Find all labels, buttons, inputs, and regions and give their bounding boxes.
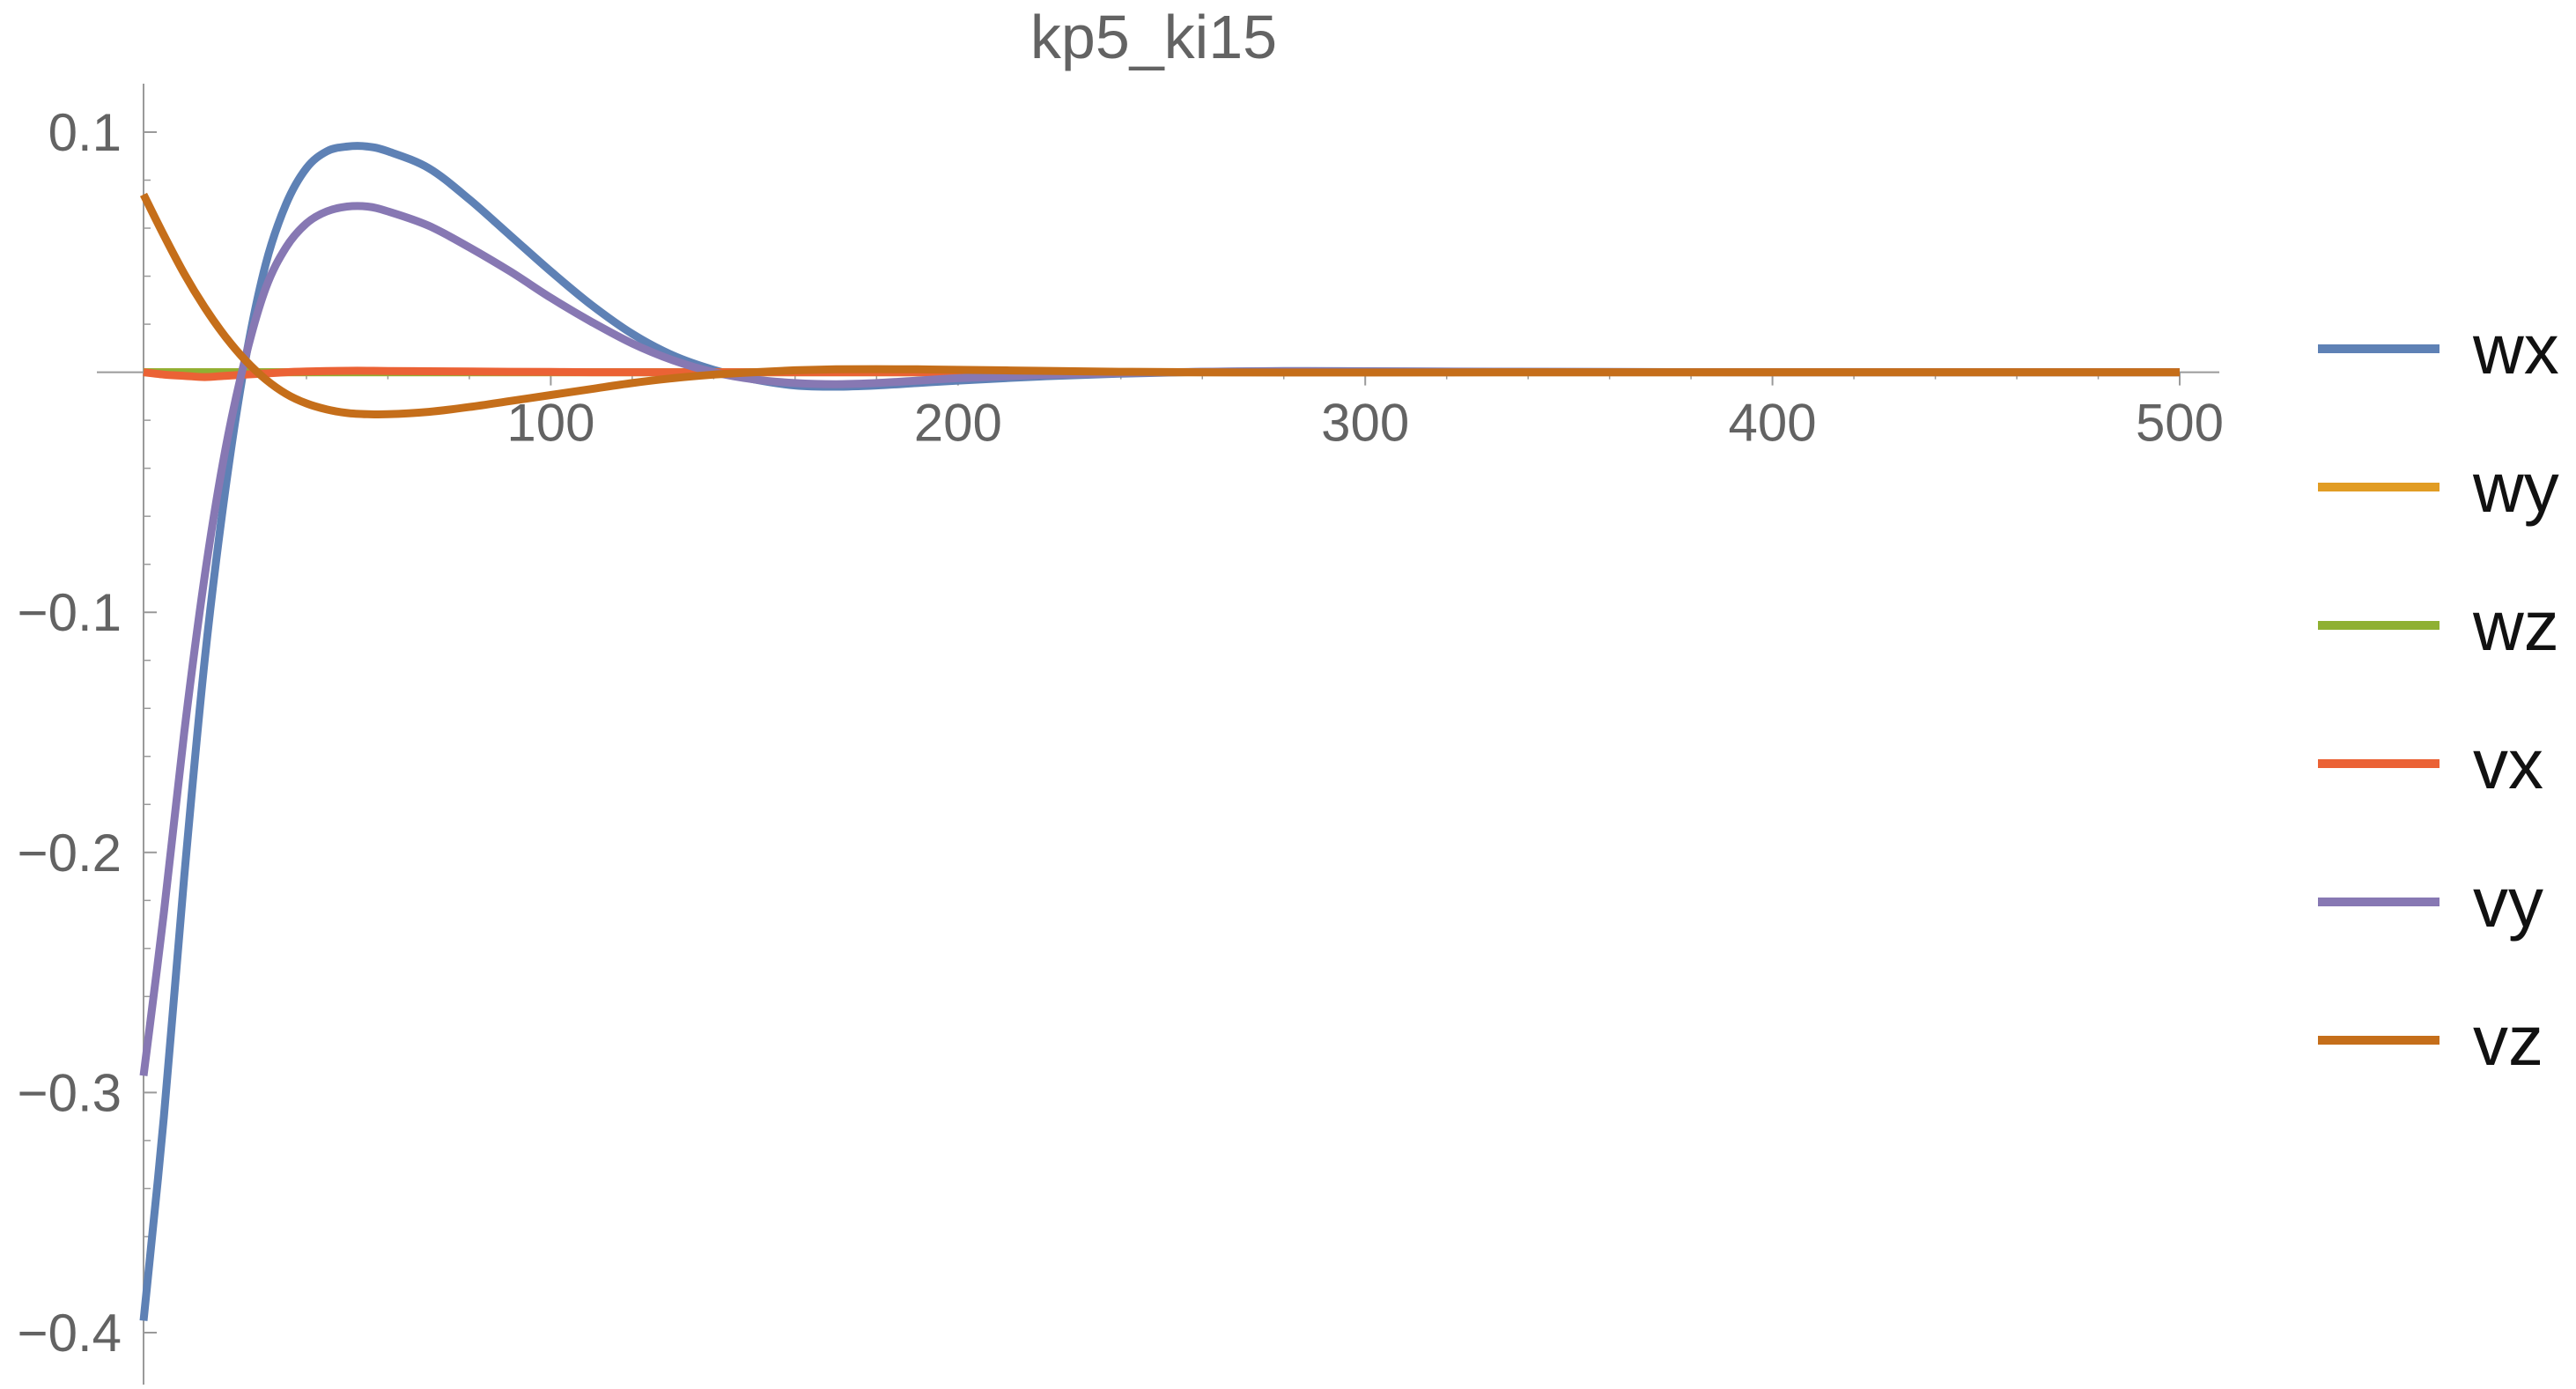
- legend-label-vz: vz: [2473, 1001, 2543, 1080]
- series-line-wx: [139, 142, 2180, 1321]
- x-tick-label: 200: [914, 394, 1002, 453]
- y-tick-label: 0.1: [48, 103, 122, 162]
- legend-label-wx: wx: [2472, 310, 2559, 388]
- x-tick-label: 500: [2136, 394, 2224, 453]
- y-tick-label: −0.3: [18, 1063, 122, 1122]
- chart-title: kp5_ki15: [1030, 3, 1277, 71]
- y-tick-label: −0.2: [18, 824, 122, 883]
- legend: wx wy wz vx vy vz: [2318, 310, 2559, 1080]
- legend-label-vx: vx: [2473, 725, 2543, 803]
- y-tick-label: −0.4: [18, 1304, 122, 1363]
- x-tick-label: 400: [1729, 394, 1817, 453]
- series-line-vz: [139, 192, 2180, 419]
- legend-label-wy: wy: [2472, 448, 2559, 527]
- legend-label-wz: wz: [2472, 587, 2559, 665]
- series-layer: [139, 142, 2180, 1321]
- x-tick-label: 300: [1321, 394, 1409, 453]
- y-tick-label: −0.1: [18, 583, 122, 642]
- legend-label-vy: vy: [2473, 863, 2543, 942]
- series-line-vy: [139, 202, 2180, 1076]
